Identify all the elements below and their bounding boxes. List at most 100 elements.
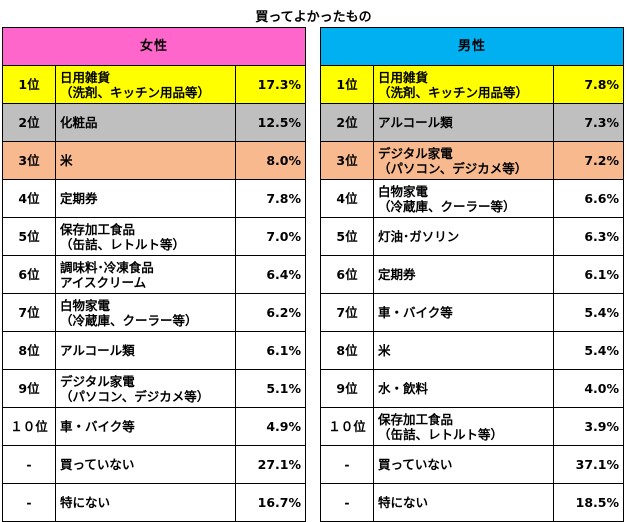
female-row: - 買っていない 27.1% xyxy=(2,445,306,484)
female-item-cell: 米 xyxy=(55,141,236,180)
female-item-cell: 定期券 xyxy=(55,179,236,218)
female-percent-cell: 12.5% xyxy=(235,103,306,142)
female-rank-cell: 9位 xyxy=(2,369,56,408)
female-header: 女性 xyxy=(2,27,306,66)
female-rank-cell: 4位 xyxy=(2,179,56,218)
male-item-cell: 特にない xyxy=(373,483,554,522)
male-item-cell: 定期券 xyxy=(373,255,554,294)
male-item-cell: デジタル家電 （パソコン、デジカメ等） xyxy=(373,141,554,180)
male-percent-cell: 7.3% xyxy=(553,103,624,142)
female-percent-cell: 6.4% xyxy=(235,255,306,294)
female-rank-cell: 8位 xyxy=(2,331,56,370)
female-item-cell: 買っていない xyxy=(55,445,236,484)
male-item-cell: 米 xyxy=(373,331,554,370)
female-rank-cell: 6位 xyxy=(2,255,56,294)
male-percent-cell: 37.1% xyxy=(553,445,624,484)
male-row: - 特にない 18.5% xyxy=(320,483,624,522)
female-percent-cell: 6.1% xyxy=(235,331,306,370)
male-item-cell: 水・飲料 xyxy=(373,369,554,408)
male-item-cell: アルコール類 xyxy=(373,103,554,142)
female-percent-cell: 27.1% xyxy=(235,445,306,484)
female-row: 6位 調味料･冷凍食品 アイスクリーム 6.4% xyxy=(2,255,306,294)
male-rank-cell: 6位 xyxy=(320,255,374,294)
male-row: 5位 灯油･ガソリン 6.3% xyxy=(320,217,624,256)
male-percent-cell: 6.1% xyxy=(553,255,624,294)
female-percent-cell: 16.7% xyxy=(235,483,306,522)
female-rank-cell: - xyxy=(2,483,56,522)
female-item-cell: 特にない xyxy=(55,483,236,522)
male-row: 6位 定期券 6.1% xyxy=(320,255,624,294)
female-row: 5位 保存加工食品 （缶詰、レトルト等） 7.0% xyxy=(2,217,306,256)
female-rank-cell: - xyxy=(2,445,56,484)
female-row: １０位 車・バイク等 4.9% xyxy=(2,407,306,446)
male-rank-cell: - xyxy=(320,445,374,484)
male-rank-cell: 3位 xyxy=(320,141,374,180)
page-title: 買ってよかったもの xyxy=(255,10,372,25)
male-percent-cell: 5.4% xyxy=(553,331,624,370)
male-row: 4位 白物家電 （冷蔵庫、クーラー等） 6.6% xyxy=(320,179,624,218)
male-rank-cell: 2位 xyxy=(320,103,374,142)
female-rank-cell: １０位 xyxy=(2,407,56,446)
male-rank-cell: 4位 xyxy=(320,179,374,218)
female-ranking-table: 女性 1位 日用雑貨 （洗剤、キッチン用品等） 17.3% 2位 化粧品 12.5% 3位米 8… xyxy=(2,27,306,522)
male-item-cell: 保存加工食品 （缶詰、レトルト等） xyxy=(373,407,554,446)
female-rank-cell: 3位 xyxy=(2,141,56,180)
male-item-cell: 日用雑貨 （洗剤、キッチン用品等） xyxy=(373,65,554,104)
female-row: 7位 白物家電 （冷蔵庫、クーラー等） 6.2% xyxy=(2,293,306,332)
male-rank-cell: 1位 xyxy=(320,65,374,104)
female-row: 4位 定期券 7.8% xyxy=(2,179,306,218)
female-item-cell: 調味料･冷凍食品 アイスクリーム xyxy=(55,255,236,294)
male-percent-cell: 3.9% xyxy=(553,407,624,446)
male-rank-cell: １０位 xyxy=(320,407,374,446)
male-rank-cell: 9位 xyxy=(320,369,374,408)
male-header: 男性 xyxy=(320,27,624,66)
female-item-cell: 白物家電 （冷蔵庫、クーラー等） xyxy=(55,293,236,332)
male-item-cell: 車・バイク等 xyxy=(373,293,554,332)
male-percent-cell: 7.8% xyxy=(553,65,624,104)
male-percent-cell: 6.6% xyxy=(553,179,624,218)
female-percent-cell: 4.9% xyxy=(235,407,306,446)
female-percent-cell: 7.8% xyxy=(235,179,306,218)
female-row: 1位 日用雑貨 （洗剤、キッチン用品等） 17.3% xyxy=(2,65,306,104)
female-percent-cell: 6.2% xyxy=(235,293,306,332)
female-rank-cell: 1位 xyxy=(2,65,56,104)
male-percent-cell: 5.4% xyxy=(553,293,624,332)
female-row: - 特にない 16.7% xyxy=(2,483,306,522)
female-percent-cell: 5.1% xyxy=(235,369,306,408)
female-percent-cell: 17.3% xyxy=(235,65,306,104)
female-row: 2位 化粧品 12.5% xyxy=(2,103,306,142)
female-item-cell: 車・バイク等 xyxy=(55,407,236,446)
male-row: 8位米 5.4% xyxy=(320,331,624,370)
male-item-cell: 灯油･ガソリン xyxy=(373,217,554,256)
male-rank-cell: - xyxy=(320,483,374,522)
female-rank-cell: 7位 xyxy=(2,293,56,332)
male-row: １０位 保存加工食品 （缶詰、レトルト等） 3.9% xyxy=(320,407,624,446)
female-percent-cell: 8.0% xyxy=(235,141,306,180)
female-item-cell: 化粧品 xyxy=(55,103,236,142)
female-rank-cell: 2位 xyxy=(2,103,56,142)
male-row: 7位 車・バイク等 5.4% xyxy=(320,293,624,332)
male-percent-cell: 4.0% xyxy=(553,369,624,408)
female-row: 3位米 8.0% xyxy=(2,141,306,180)
female-rank-cell: 5位 xyxy=(2,217,56,256)
male-row: 2位 アルコール類 7.3% xyxy=(320,103,624,142)
female-item-cell: デジタル家電 （パソコン、デジカメ等） xyxy=(55,369,236,408)
female-item-cell: 保存加工食品 （缶詰、レトルト等） xyxy=(55,217,236,256)
male-row: 9位 水・飲料 4.0% xyxy=(320,369,624,408)
male-ranking-table: 男性 1位 日用雑貨 （洗剤、キッチン用品等） 7.8% 2位 アルコール類 7.3% 3位デ… xyxy=(320,27,624,522)
male-rank-cell: 5位 xyxy=(320,217,374,256)
male-row: - 買っていない 37.1% xyxy=(320,445,624,484)
male-percent-cell: 7.2% xyxy=(553,141,624,180)
male-item-cell: 白物家電 （冷蔵庫、クーラー等） xyxy=(373,179,554,218)
male-rank-cell: 8位 xyxy=(320,331,374,370)
female-row: 9位 デジタル家電 （パソコン、デジカメ等） 5.1% xyxy=(2,369,306,408)
male-row: 1位 日用雑貨 （洗剤、キッチン用品等） 7.8% xyxy=(320,65,624,104)
male-percent-cell: 18.5% xyxy=(553,483,624,522)
male-item-cell: 買っていない xyxy=(373,445,554,484)
female-item-cell: 日用雑貨 （洗剤、キッチン用品等） xyxy=(55,65,236,104)
female-row: 8位 アルコール類 6.1% xyxy=(2,331,306,370)
female-item-cell: アルコール類 xyxy=(55,331,236,370)
male-row: 3位 デジタル家電 （パソコン、デジカメ等） 7.2% xyxy=(320,141,624,180)
male-percent-cell: 6.3% xyxy=(553,217,624,256)
female-percent-cell: 7.0% xyxy=(235,217,306,256)
